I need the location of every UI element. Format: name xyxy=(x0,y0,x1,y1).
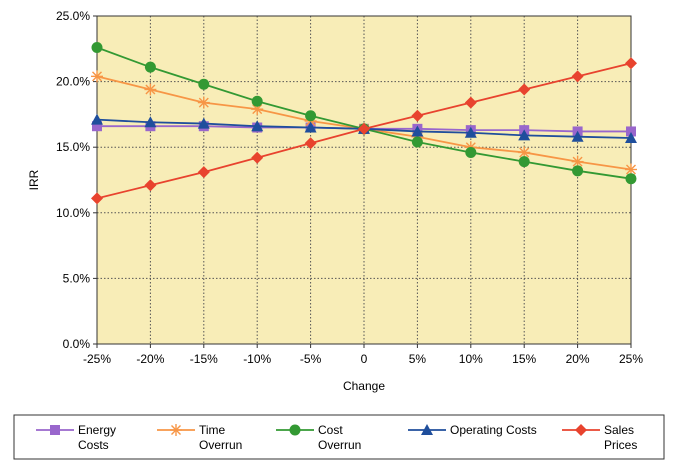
data-point-sales-prices xyxy=(91,192,103,205)
data-point-operating-costs xyxy=(464,126,477,138)
data-point-sales-prices xyxy=(358,122,370,135)
data-point-cost-overrun xyxy=(251,95,263,107)
legend-marker-time-overrun xyxy=(170,424,182,436)
data-point-cost-overrun xyxy=(144,61,156,73)
data-point-cost-overrun xyxy=(625,173,637,185)
data-point-cost-overrun xyxy=(305,110,317,122)
legend-entry-operating-costs: Operating Costs xyxy=(408,423,537,437)
x-tick-label: 10% xyxy=(459,352,483,366)
series-sales-prices xyxy=(91,57,637,205)
legend-label-cost-overrun: Cost Overrun xyxy=(318,423,361,452)
data-point-operating-costs xyxy=(411,125,424,137)
legend-marker-cost-overrun xyxy=(289,424,301,436)
data-point-time-overrun xyxy=(197,96,210,109)
y-tick-label: 20.0% xyxy=(56,75,90,89)
x-tick-label: 25% xyxy=(619,352,643,366)
legend-label-line: Overrun xyxy=(199,438,242,452)
data-point-sales-prices xyxy=(251,151,264,164)
series-group xyxy=(91,41,637,205)
axes: 0.0% 5.0% 10.0% 15.0% 20.0% 25.0% -25% -20% -15%… xyxy=(27,9,643,393)
data-point-sales-prices xyxy=(197,166,210,179)
legend-marker-energy-costs xyxy=(50,425,60,435)
y-tick-label: 0.0% xyxy=(63,337,91,351)
data-point-cost-overrun xyxy=(198,78,210,90)
legend-entry-time-overrun: Time Overrun xyxy=(157,423,242,452)
data-point-operating-costs xyxy=(571,130,584,142)
legend-label-line: Cost xyxy=(318,423,343,437)
data-point-cost-overrun xyxy=(518,156,530,168)
data-point-operating-costs xyxy=(251,120,264,132)
data-point-operating-costs xyxy=(518,129,531,141)
legend-label-time-overrun: Time Overrun xyxy=(199,423,242,452)
data-point-sales-prices xyxy=(304,137,317,150)
series-cost-overrun xyxy=(91,41,637,185)
data-point-energy-costs xyxy=(92,121,102,132)
data-point-sales-prices xyxy=(411,109,424,122)
data-point-operating-costs xyxy=(197,117,210,129)
data-point-sales-prices xyxy=(518,83,531,96)
data-point-operating-costs xyxy=(304,121,317,133)
data-point-cost-overrun xyxy=(91,41,103,53)
y-tick-label: 25.0% xyxy=(56,9,90,23)
x-tick-label: -20% xyxy=(136,352,164,366)
data-point-cost-overrun xyxy=(465,146,477,158)
y-tick-label: 5.0% xyxy=(63,271,91,285)
data-point-time-overrun xyxy=(144,83,157,96)
legend-box xyxy=(13,414,665,460)
x-tick-label: 20% xyxy=(566,352,590,366)
x-tick-label: 5% xyxy=(409,352,427,366)
data-point-sales-prices xyxy=(144,179,157,192)
legend-label-line: Operating Costs xyxy=(450,423,537,437)
legend-marker-sales-prices xyxy=(575,424,587,436)
data-point-sales-prices xyxy=(571,70,584,83)
legend-label-line: Costs xyxy=(78,438,109,452)
legend-label-line: Prices xyxy=(604,438,637,452)
y-tick-label: 15.0% xyxy=(56,140,90,154)
legend-label-sales-prices: Sales Prices xyxy=(604,423,637,452)
data-point-energy-costs xyxy=(626,126,636,137)
y-axis-label: IRR xyxy=(27,169,41,190)
x-tick-label: -25% xyxy=(83,352,111,366)
x-tick-label: -15% xyxy=(190,352,218,366)
data-point-sales-prices xyxy=(625,57,637,70)
legend-label-line: Overrun xyxy=(318,438,361,452)
x-tick-label: -10% xyxy=(243,352,271,366)
x-tick-label: 15% xyxy=(512,352,536,366)
legend-label-line: Time xyxy=(199,423,226,437)
x-axis-label: Change xyxy=(343,379,385,393)
plot-area xyxy=(96,15,632,345)
legend-entry-energy-costs: Energy Costs xyxy=(36,423,116,452)
x-tick-label: 0 xyxy=(361,352,368,366)
y-tick-label: 10.0% xyxy=(56,206,90,220)
legend-entry-cost-overrun: Cost Overrun xyxy=(276,423,361,452)
data-point-operating-costs xyxy=(625,132,637,144)
data-point-time-overrun xyxy=(91,70,103,83)
data-point-cost-overrun xyxy=(572,165,584,177)
legend-label-line: Sales xyxy=(604,423,634,437)
legend-label-operating-costs: Operating Costs xyxy=(450,423,537,437)
legend-marker-operating-costs xyxy=(421,424,433,435)
data-point-sales-prices xyxy=(464,96,477,109)
legend-label-line: Energy xyxy=(78,423,116,437)
x-tick-label: -5% xyxy=(300,352,322,366)
data-point-cost-overrun xyxy=(411,136,423,148)
legend-entry-sales-prices: Sales Prices xyxy=(562,423,637,452)
data-point-operating-costs xyxy=(91,113,103,125)
legend-label-energy-costs: Energy Costs xyxy=(78,423,116,452)
data-point-operating-costs xyxy=(144,116,157,128)
